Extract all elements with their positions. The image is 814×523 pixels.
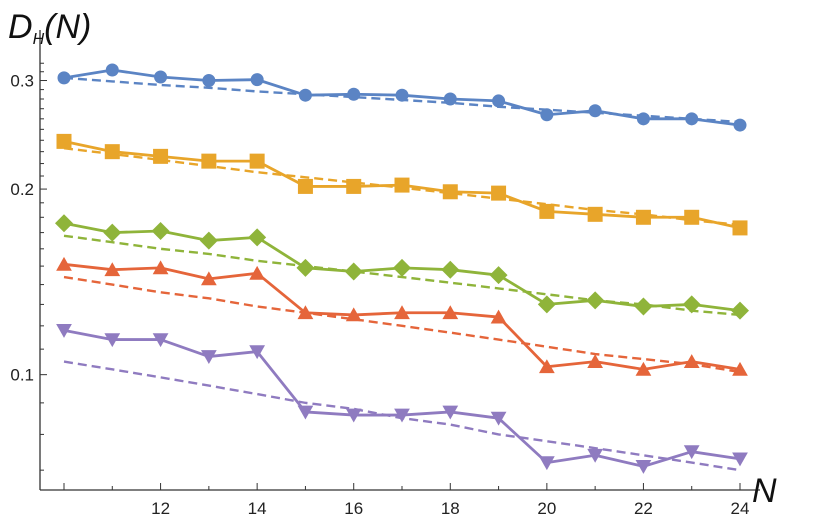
data-point <box>491 185 507 201</box>
data-point <box>586 291 605 310</box>
data-point <box>249 265 266 280</box>
data-point <box>539 203 555 219</box>
data-point <box>55 214 73 233</box>
data-point <box>635 361 652 376</box>
data-point <box>683 445 700 460</box>
axes: 12 14 16 18 20 22 24 0.1 0.2 0.3 <box>10 30 760 518</box>
x-tick-label: 24 <box>731 499 750 518</box>
data-point <box>103 223 122 242</box>
y-tick-label: 0.3 <box>10 72 34 91</box>
data-point <box>202 74 216 88</box>
data-point <box>685 112 699 126</box>
data-point <box>732 220 748 236</box>
data-point <box>104 333 121 348</box>
data-point <box>537 295 556 314</box>
data-point <box>538 456 555 471</box>
data-point <box>154 70 168 84</box>
x-tick-label: 16 <box>344 499 363 518</box>
data-point <box>443 92 457 106</box>
data-point <box>249 345 266 360</box>
data-point <box>538 359 555 374</box>
data-point <box>104 144 120 160</box>
data-point <box>105 63 119 77</box>
data-point <box>297 305 314 320</box>
y-axis-title-sub: H <box>33 31 45 48</box>
data-point <box>200 350 217 365</box>
data-point <box>344 262 363 281</box>
data-point <box>296 258 315 277</box>
y-tick-label: 0.2 <box>10 180 34 199</box>
x-tick-label: 14 <box>248 499 267 518</box>
data-point <box>104 262 121 277</box>
data-point <box>394 305 410 320</box>
y-tick-label: 0.1 <box>10 366 34 385</box>
y-axis-title-arg: (N) <box>44 8 91 46</box>
data-point <box>297 178 313 194</box>
data-point <box>490 411 507 426</box>
data-point <box>732 452 748 467</box>
data-markers <box>55 63 749 474</box>
data-point <box>250 73 264 87</box>
x-tick-label: 18 <box>441 499 460 518</box>
data-point <box>346 178 362 194</box>
fit-line <box>63 275 741 374</box>
data-point <box>395 88 409 102</box>
data-point <box>682 295 701 314</box>
data-point <box>153 148 169 164</box>
data-point <box>587 206 603 222</box>
data-point <box>200 271 217 286</box>
data-point <box>442 305 459 320</box>
data-point <box>634 297 653 316</box>
data-point <box>587 448 604 463</box>
data-point <box>394 408 410 423</box>
data-point <box>151 222 170 241</box>
data-point <box>442 184 458 200</box>
x-tick-label: 22 <box>634 499 653 518</box>
data-point <box>56 133 72 149</box>
data-point <box>347 87 361 101</box>
data-point <box>683 354 700 368</box>
data-point <box>298 88 312 102</box>
data-point <box>393 258 411 277</box>
x-axis-title: N <box>752 472 777 510</box>
data-point <box>636 112 650 126</box>
data-point <box>248 228 267 247</box>
x-tick-label: 12 <box>151 499 170 518</box>
x-tick-label: 20 <box>537 499 556 518</box>
data-point <box>635 459 652 474</box>
data-point <box>489 266 508 285</box>
y-axis-title: DH(N) <box>8 8 91 48</box>
data-point <box>345 307 362 322</box>
data-point <box>201 153 217 169</box>
data-point <box>56 323 72 338</box>
data-point <box>57 71 71 85</box>
data-point <box>540 108 554 122</box>
data-point <box>684 209 700 225</box>
series-line <box>63 328 741 468</box>
data-point <box>490 309 507 324</box>
data-point <box>249 153 265 169</box>
y-axis-title-main: D <box>8 8 33 46</box>
data-point <box>152 333 169 348</box>
data-point <box>731 301 749 320</box>
data-point <box>152 260 169 275</box>
data-point <box>442 405 459 420</box>
data-point <box>345 408 362 423</box>
data-point <box>492 94 506 108</box>
data-point <box>635 209 651 225</box>
data-point <box>199 231 218 250</box>
data-point <box>394 177 410 193</box>
data-point <box>732 361 748 376</box>
data-point <box>56 256 72 271</box>
data-point <box>297 405 314 420</box>
data-point <box>733 118 747 132</box>
data-point <box>441 260 460 279</box>
data-point <box>587 354 604 368</box>
data-point <box>588 104 602 118</box>
